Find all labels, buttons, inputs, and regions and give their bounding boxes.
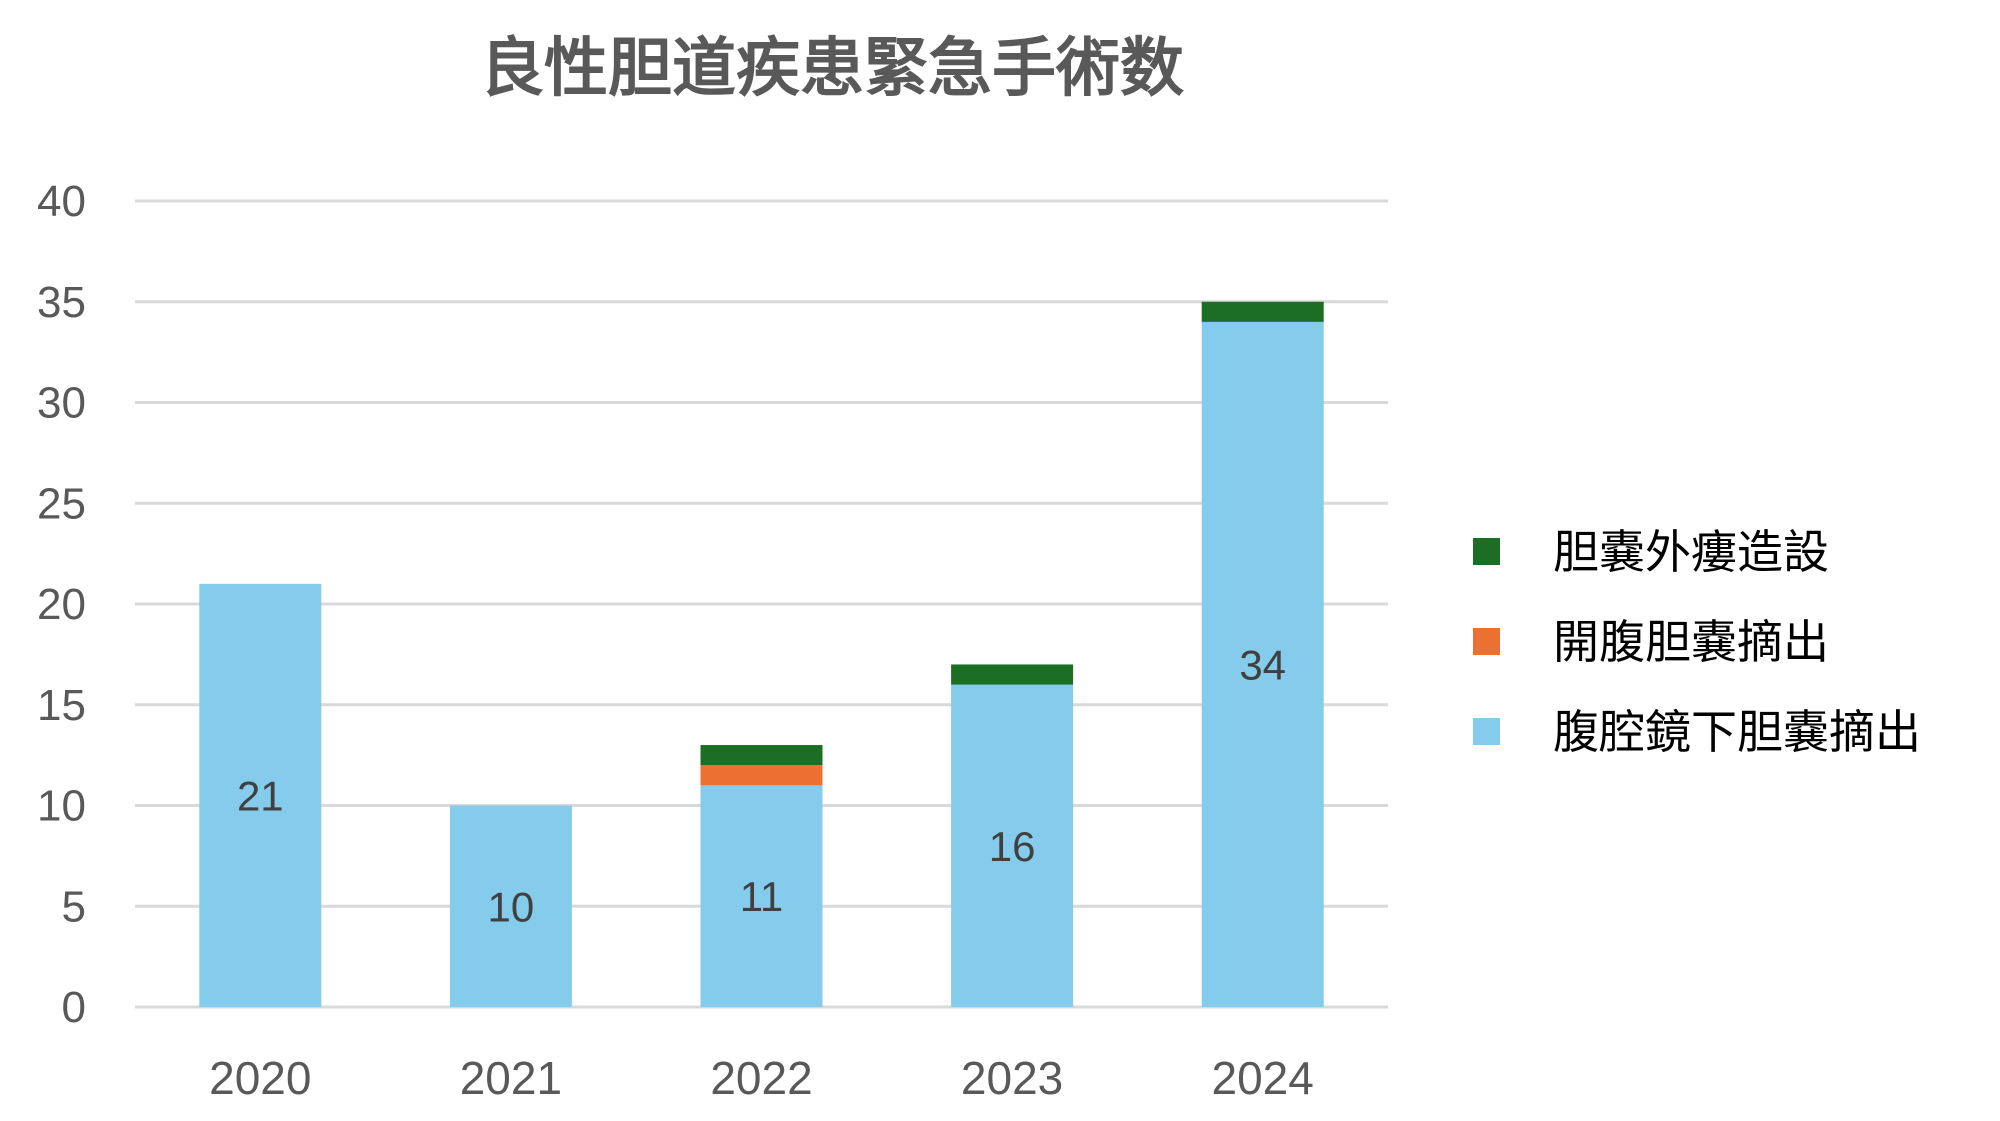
bar-2024-series-0	[1201, 321, 1324, 1007]
data-label: 21	[237, 772, 284, 819]
chart-title: 良性胆道疾患緊急手術数	[480, 32, 1184, 106]
bar-2022-series-2	[700, 745, 823, 766]
bar-2021-series-0	[449, 805, 572, 1007]
y-tick-label: 25	[37, 479, 86, 528]
y-tick-label: 10	[37, 782, 86, 831]
bar-2023-series-2	[951, 664, 1074, 685]
y-tick-label: 15	[37, 681, 86, 730]
bar-2024-series-2	[1201, 301, 1324, 322]
x-tick-label: 2024	[1212, 1052, 1314, 1104]
legend-label: 胆嚢外瘻造設	[1553, 525, 1829, 579]
legend-swatch	[1473, 628, 1500, 655]
bar-2020-series-0	[199, 583, 322, 1007]
data-label: 34	[1239, 641, 1286, 688]
data-label: 11	[740, 873, 784, 920]
bar-2022-series-0	[700, 785, 823, 1007]
data-labels: 21 10 11 16 34	[237, 641, 1286, 930]
x-axis: 2020 2021 2022 2023 2024	[135, 1005, 1388, 1104]
y-tick-label: 30	[37, 379, 86, 428]
data-label: 10	[488, 883, 535, 930]
data-label: 16	[989, 823, 1036, 870]
x-tick-label: 2020	[209, 1052, 311, 1104]
x-tick-label: 2022	[710, 1052, 812, 1104]
y-tick-label: 5	[62, 882, 86, 931]
y-tick-label: 0	[62, 983, 86, 1032]
bar-2022-series-1	[700, 765, 823, 786]
legend-label: 開腹胆嚢摘出	[1553, 615, 1829, 669]
x-tick-label: 2021	[460, 1052, 562, 1104]
y-tick-label: 40	[37, 177, 86, 226]
x-tick-label: 2023	[961, 1052, 1063, 1104]
legend-label: 腹腔鏡下胆嚢摘出	[1553, 705, 1921, 759]
legend-swatch	[1473, 718, 1500, 745]
y-axis: 0 5 10 15 20 25 30 35 40	[37, 177, 86, 1032]
legend-swatch	[1473, 538, 1500, 565]
y-tick-label: 35	[37, 278, 86, 327]
gridlines	[135, 199, 1388, 1009]
bar-2023-series-0	[951, 684, 1074, 1007]
y-tick-label: 20	[37, 580, 86, 629]
bars	[199, 301, 1324, 1007]
